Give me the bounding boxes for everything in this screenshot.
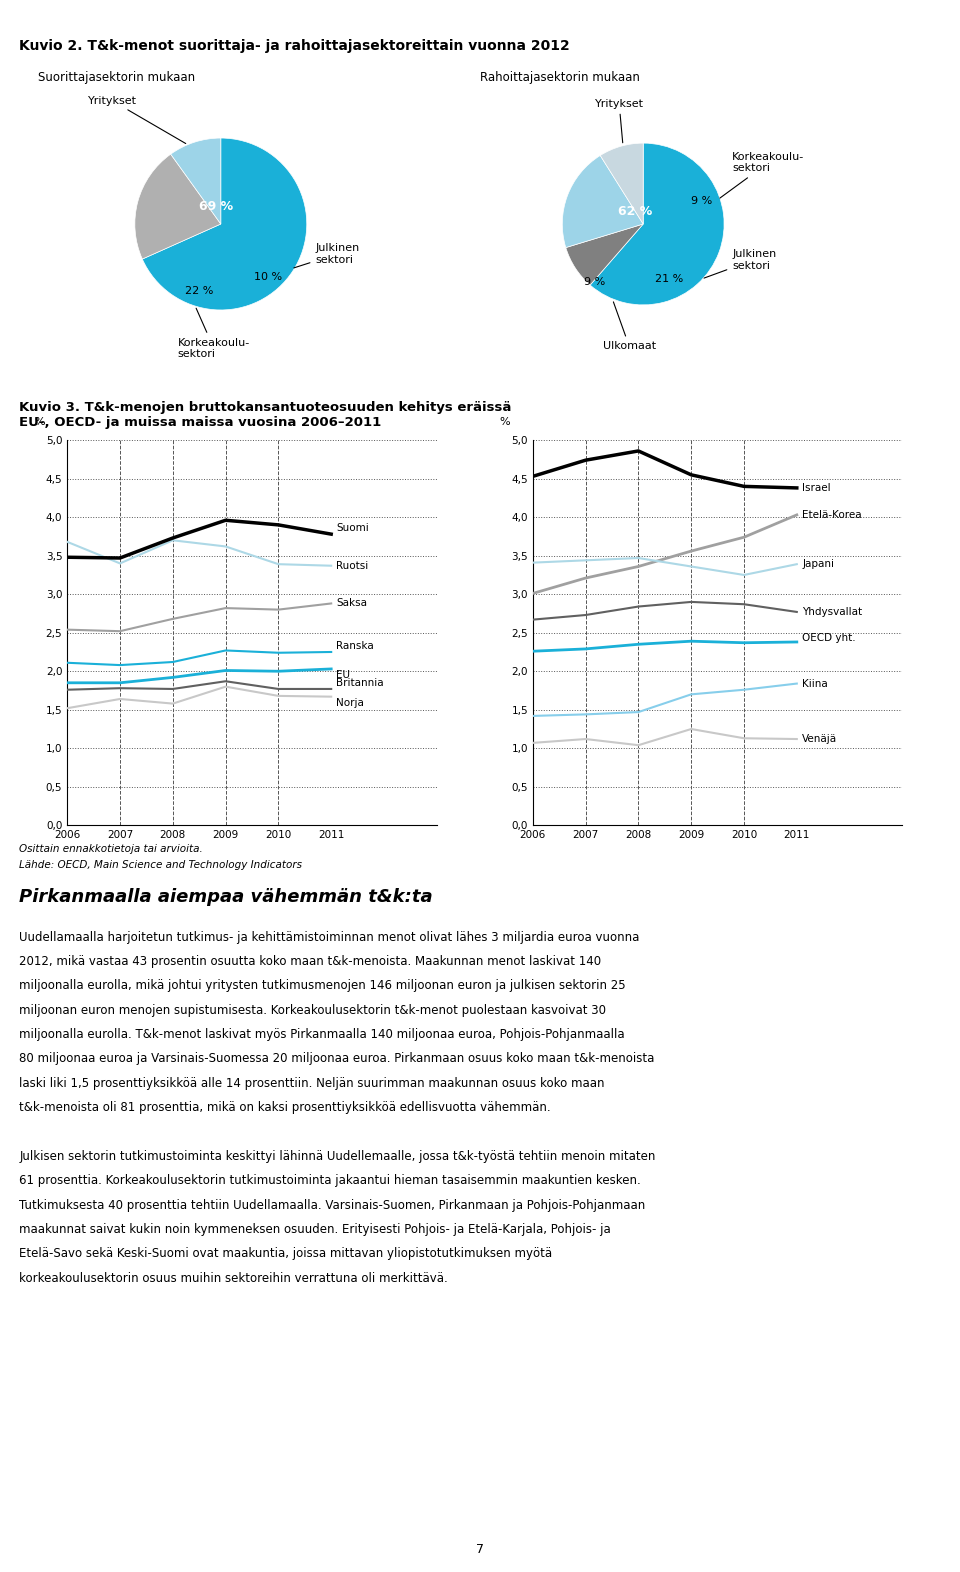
Text: laski liki 1,5 prosenttiyksikköä alle 14 prosenttiin. Neljän suurimman maakunnan: laski liki 1,5 prosenttiyksikköä alle 14… xyxy=(19,1077,605,1089)
Text: miljoonalla eurolla. T&k-menot laskivat myös Pirkanmaalla 140 miljoonaa euroa, P: miljoonalla eurolla. T&k-menot laskivat … xyxy=(19,1028,625,1041)
Text: EU: EU xyxy=(336,670,350,681)
Text: %: % xyxy=(499,417,510,426)
Text: 80 miljoonaa euroa ja Varsinais-Suomessa 20 miljoonaa euroa. Pirkanmaan osuus ko: 80 miljoonaa euroa ja Varsinais-Suomessa… xyxy=(19,1053,655,1066)
Text: Ulkomaat: Ulkomaat xyxy=(603,302,656,352)
Text: Norja: Norja xyxy=(336,698,365,707)
Text: Saksa: Saksa xyxy=(336,599,368,608)
Text: 21 %: 21 % xyxy=(655,274,684,285)
Text: Kiina: Kiina xyxy=(802,679,828,689)
Text: Julkisen sektorin tutkimustoiminta keskittyi lähinnä Uudellemaalle, jossa t&k-ty: Julkisen sektorin tutkimustoiminta keski… xyxy=(19,1151,656,1163)
Text: Korkeakoulu-
sektori: Korkeakoulu- sektori xyxy=(178,308,250,360)
Text: OECD yht.: OECD yht. xyxy=(802,634,855,643)
Text: Yritykset: Yritykset xyxy=(594,99,643,143)
Wedge shape xyxy=(600,143,643,223)
Wedge shape xyxy=(171,138,221,223)
Text: t&k-menoista oli 81 prosenttia, mikä on kaksi prosenttiyksikköä edellisvuotta vä: t&k-menoista oli 81 prosenttia, mikä on … xyxy=(19,1100,551,1115)
Text: Kuvio 2. T&k-menot suorittaja- ja rahoittajasektoreittain vuonna 2012: Kuvio 2. T&k-menot suorittaja- ja rahoit… xyxy=(19,39,570,53)
Text: 10 %: 10 % xyxy=(254,272,282,283)
Text: Japani: Japani xyxy=(802,560,834,569)
Text: Lähde: OECD, Main Science and Technology Indicators: Lähde: OECD, Main Science and Technology… xyxy=(19,860,302,869)
Wedge shape xyxy=(142,138,307,310)
Text: Julkinen
sektori: Julkinen sektori xyxy=(294,244,360,267)
Wedge shape xyxy=(134,154,221,259)
Wedge shape xyxy=(590,143,724,305)
Text: Pirkanmaalla aiempaa vähemmän t&k:ta: Pirkanmaalla aiempaa vähemmän t&k:ta xyxy=(19,888,433,905)
Text: miljoonan euron menojen supistumisesta. Korkeakoulusektorin t&k-menot puolestaan: miljoonan euron menojen supistumisesta. … xyxy=(19,1003,606,1017)
Text: 61 prosenttia. Korkeakoulusektorin tutkimustoiminta jakaantui hieman tasaisemmin: 61 prosenttia. Korkeakoulusektorin tutki… xyxy=(19,1174,641,1187)
Text: 9 %: 9 % xyxy=(584,277,605,288)
Text: Etelä-Savo sekä Keski-Suomi ovat maakuntia, joissa mittavan yliopistotutkimuksen: Etelä-Savo sekä Keski-Suomi ovat maakunt… xyxy=(19,1248,552,1261)
Text: Kuvio 3. T&k-menojen bruttokansantuoteosuuden kehitys eräissä
EU-, OECD- ja muis: Kuvio 3. T&k-menojen bruttokansantuoteos… xyxy=(19,401,512,429)
Wedge shape xyxy=(565,223,643,285)
Text: 69 %: 69 % xyxy=(200,200,233,214)
Text: Julkinen
sektori: Julkinen sektori xyxy=(704,248,777,278)
Text: 2012, mikä vastaa 43 prosentin osuutta koko maan t&k-menoista. Maakunnan menot l: 2012, mikä vastaa 43 prosentin osuutta k… xyxy=(19,954,601,968)
Text: Tutkimuksesta 40 prosenttia tehtiin Uudellamaalla. Varsinais-Suomen, Pirkanmaan : Tutkimuksesta 40 prosenttia tehtiin Uude… xyxy=(19,1198,645,1212)
Text: Yritykset: Yritykset xyxy=(87,96,185,143)
Text: Venäjä: Venäjä xyxy=(802,734,837,744)
Text: korkeakoulusektorin osuus muihin sektoreihin verrattuna oli merkittävä.: korkeakoulusektorin osuus muihin sektore… xyxy=(19,1272,448,1284)
Text: Suorittajasektorin mukaan: Suorittajasektorin mukaan xyxy=(38,71,196,83)
Text: Britannia: Britannia xyxy=(336,678,384,689)
Text: Uudellamaalla harjoitetun tutkimus- ja kehittämistoiminnan menot olivat lähes 3 : Uudellamaalla harjoitetun tutkimus- ja k… xyxy=(19,931,639,943)
Text: Yhdysvallat: Yhdysvallat xyxy=(802,607,862,616)
Text: Israel: Israel xyxy=(802,483,830,494)
Wedge shape xyxy=(563,156,643,247)
Text: Etelä-Korea: Etelä-Korea xyxy=(802,509,862,520)
Text: 22 %: 22 % xyxy=(185,286,213,296)
Text: Ruotsi: Ruotsi xyxy=(336,561,369,571)
Text: Osittain ennakkotietoja tai arvioita.: Osittain ennakkotietoja tai arvioita. xyxy=(19,844,203,854)
Text: Korkeakoulu-
sektori: Korkeakoulu- sektori xyxy=(720,152,804,198)
Text: Rahoittajasektorin mukaan: Rahoittajasektorin mukaan xyxy=(480,71,640,83)
Text: Suomi: Suomi xyxy=(336,523,370,533)
Text: %: % xyxy=(34,417,44,426)
Text: 9 %: 9 % xyxy=(691,196,712,206)
Text: 62 %: 62 % xyxy=(618,206,652,219)
Text: Ranska: Ranska xyxy=(336,641,374,651)
Text: maakunnat saivat kukin noin kymmeneksen osuuden. Erityisesti Pohjois- ja Etelä-K: maakunnat saivat kukin noin kymmeneksen … xyxy=(19,1223,611,1236)
Text: miljoonalla eurolla, mikä johtui yritysten tutkimusmenojen 146 miljoonan euron j: miljoonalla eurolla, mikä johtui yrityst… xyxy=(19,979,626,992)
Text: 7: 7 xyxy=(476,1544,484,1556)
